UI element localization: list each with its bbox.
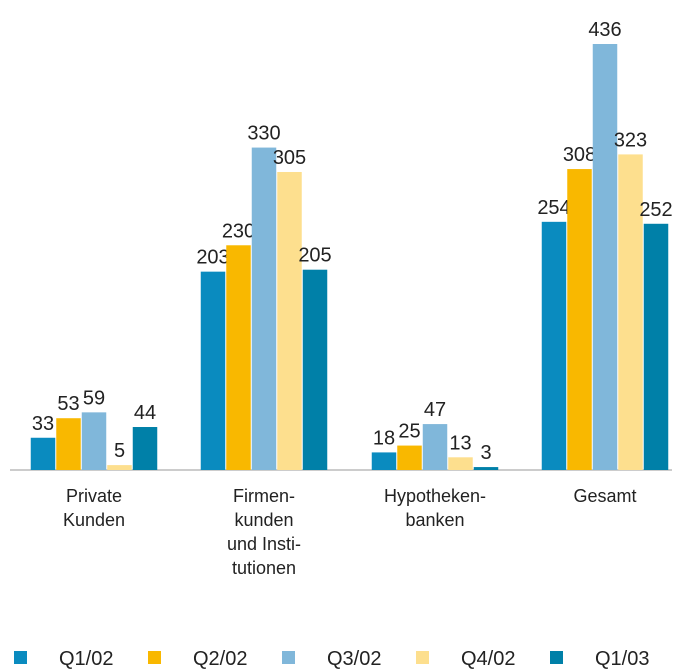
value-label: 203 — [196, 247, 229, 269]
bar — [277, 171, 302, 470]
legend-label: Q1/02 — [59, 648, 113, 670]
value-label: 205 — [298, 245, 331, 267]
legend-swatch — [14, 651, 27, 664]
bar — [302, 269, 328, 470]
value-label: 230 — [222, 220, 255, 242]
bar — [200, 271, 226, 470]
value-label: 18 — [373, 427, 395, 449]
value-label: 305 — [273, 147, 306, 169]
legend-label: Q2/02 — [193, 648, 247, 670]
bar — [371, 452, 397, 470]
value-label: 323 — [614, 129, 647, 151]
legend-swatch — [550, 651, 563, 664]
legend-swatch — [148, 651, 161, 664]
bar — [422, 424, 448, 470]
value-label: 308 — [563, 144, 596, 166]
category-label: Firmen- kunden und Insti- tutionen — [226, 486, 302, 578]
value-label: 436 — [588, 19, 621, 41]
bar — [567, 169, 592, 471]
bar — [541, 221, 567, 470]
bar — [592, 44, 618, 470]
value-label: 53 — [57, 393, 79, 415]
bar — [107, 465, 132, 470]
value-label: 47 — [424, 399, 446, 421]
category-label: Gesamt — [573, 486, 637, 506]
value-label: 33 — [32, 413, 54, 435]
legend-swatch — [282, 651, 295, 664]
bar — [226, 245, 251, 470]
value-label: 330 — [247, 123, 280, 145]
value-label: 3 — [480, 442, 491, 464]
bar — [132, 427, 158, 470]
bar — [448, 457, 473, 470]
value-label: 5 — [114, 440, 125, 462]
legend-swatch — [416, 651, 429, 664]
bar — [251, 147, 277, 471]
bar — [81, 412, 107, 470]
value-label: 252 — [639, 199, 672, 221]
bar — [618, 154, 643, 470]
bar — [643, 223, 669, 470]
bar — [397, 445, 422, 470]
value-label: 254 — [537, 197, 570, 219]
legend-label: Q4/02 — [461, 648, 515, 670]
bar — [56, 418, 81, 470]
value-label: 59 — [83, 387, 105, 409]
value-label: 25 — [398, 421, 420, 443]
category-label: Private Kunden — [62, 486, 126, 530]
bar — [473, 467, 499, 470]
value-label: 44 — [134, 402, 156, 424]
legend-label: Q3/02 — [327, 648, 381, 670]
bar — [30, 437, 56, 470]
category-label: Hypotheken- banken — [383, 486, 487, 530]
value-label: 13 — [449, 432, 471, 454]
legend-label: Q1/03 — [595, 648, 649, 670]
